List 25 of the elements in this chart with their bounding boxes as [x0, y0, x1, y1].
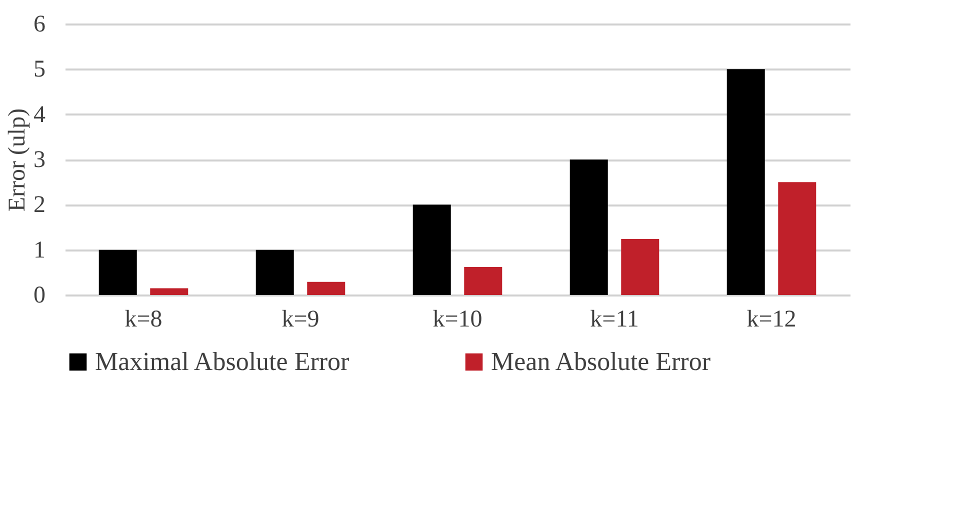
y-tick-label: 6	[34, 12, 46, 38]
x-tick-label: k=9	[282, 306, 320, 332]
legend-label: Mean Absolute Error	[491, 347, 711, 376]
y-axis-title: Error (ulp)	[4, 108, 30, 212]
bar	[150, 288, 188, 295]
bar	[98, 250, 137, 295]
bar	[256, 250, 294, 295]
y-tick-label: 0	[34, 282, 46, 308]
x-tick-label: k=8	[124, 306, 162, 332]
y-tick-label: 5	[34, 56, 46, 83]
bar	[726, 69, 765, 295]
bar	[778, 182, 816, 295]
bar	[570, 160, 608, 295]
x-tick-label: k=12	[746, 306, 796, 332]
bar	[621, 238, 660, 295]
x-tick-label: k=11	[590, 306, 639, 332]
y-tick-label: 2	[34, 192, 46, 218]
legend-label: Maximal Absolute Error	[95, 347, 350, 376]
bar	[464, 266, 502, 295]
bar	[307, 282, 346, 295]
y-tick-label: 4	[34, 102, 46, 128]
y-tick-label: 3	[34, 147, 46, 173]
bar	[412, 204, 451, 295]
x-tick-label: k=10	[432, 306, 482, 332]
y-tick-label: 1	[34, 237, 46, 264]
